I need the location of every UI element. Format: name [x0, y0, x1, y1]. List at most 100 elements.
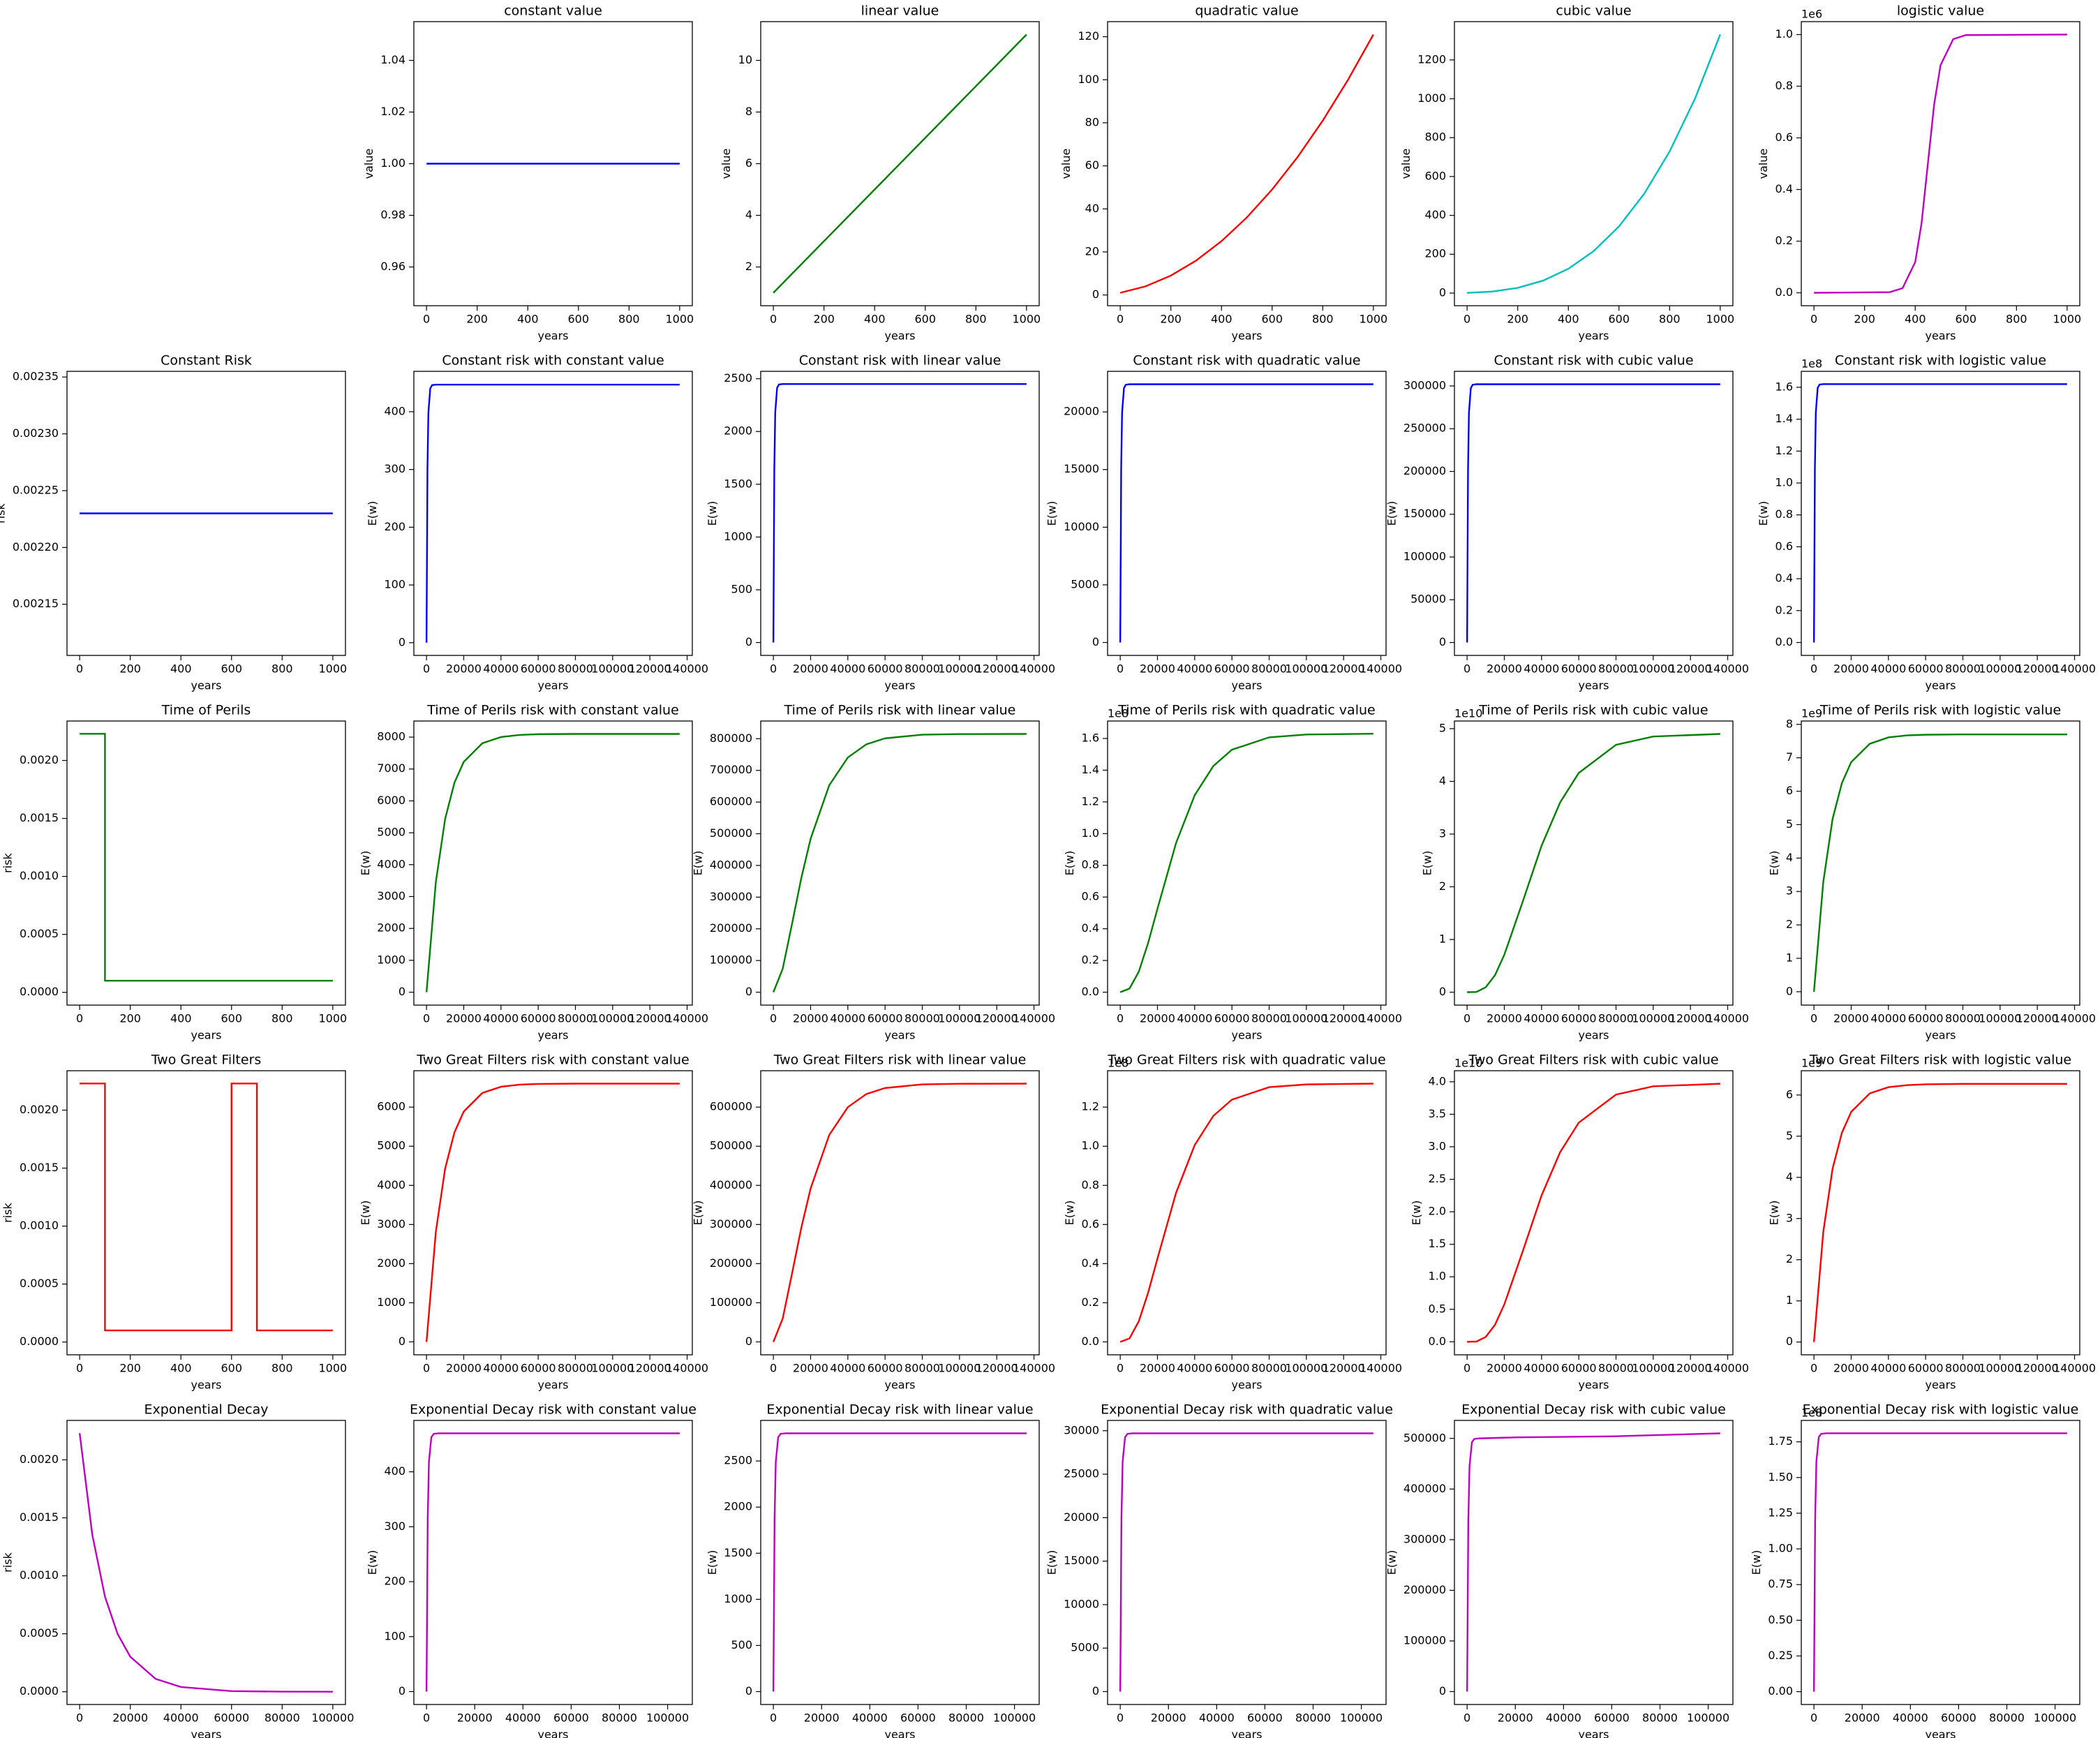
x-tick-label: 120000 — [976, 1362, 1018, 1375]
data-line — [425, 733, 680, 993]
chart-title: Constant risk with logistic value — [1835, 353, 2046, 369]
y-tick-label: 1.0 — [1082, 1139, 1099, 1152]
x-tick-label: 120000 — [629, 1362, 671, 1375]
x-tick-label: 20000 — [446, 1362, 482, 1375]
y-tick-label: 500000 — [710, 1139, 752, 1152]
x-tick-label: 60000 — [1941, 1711, 1976, 1725]
x-axis-label: years — [1578, 1728, 1609, 1738]
y-axis-label: E(w) — [1063, 1201, 1076, 1226]
y-tick-label: 200000 — [710, 921, 752, 935]
y-tick-label: 600000 — [710, 1100, 752, 1113]
axes-frame — [1801, 1420, 2080, 1705]
x-tick-label: 20000 — [1140, 1012, 1175, 1025]
x-tick-label: 120000 — [629, 1012, 671, 1025]
y-tick-label: 50000 — [1410, 593, 1446, 606]
y-axis-label: E(w) — [1063, 851, 1076, 876]
y-axis-label: E(w) — [1385, 501, 1398, 526]
y-tick-label: 3 — [1786, 1211, 1793, 1224]
x-tick-label: 100000 — [938, 662, 981, 676]
y-tick-label: 5000 — [1071, 577, 1099, 591]
x-tick-label: 0 — [1117, 1711, 1124, 1725]
x-axis-label: years — [884, 329, 915, 343]
y-tick-label: 0.4 — [1082, 1256, 1099, 1270]
y-tick-label: 1.0 — [1775, 475, 1793, 489]
y-tick-label: 2.0 — [1429, 1205, 1446, 1218]
y-tick-label: 0.0015 — [20, 1510, 59, 1524]
y-tick-label: 0.0000 — [20, 985, 59, 998]
chart-title: Two Great Filters risk with logistic val… — [1809, 1053, 2071, 1068]
x-tick-label: 600 — [1955, 313, 1976, 326]
x-axis-label: years — [1231, 1029, 1262, 1042]
x-tick-label: 800 — [271, 1362, 293, 1375]
y-tick-label: 0.96 — [380, 260, 405, 273]
x-tick-label: 100000 — [1340, 1711, 1383, 1725]
x-tick-label: 60000 — [867, 662, 903, 676]
y-tick-label: 3000 — [377, 1217, 405, 1231]
x-tick-label: 200 — [466, 313, 488, 326]
y-tick-label: 0.0 — [1082, 985, 1099, 998]
data-line — [772, 1432, 1027, 1692]
x-tick-label: 140000 — [2053, 662, 2096, 676]
x-tick-label: 200 — [1160, 313, 1182, 326]
data-line — [1466, 383, 1720, 643]
x-tick-label: 80000 — [1251, 1362, 1287, 1375]
y-tick-label: 0.0005 — [20, 1626, 59, 1640]
x-tick-label: 20000 — [1151, 1711, 1186, 1725]
y-tick-label: 1000 — [377, 1295, 405, 1309]
x-tick-label: 0 — [423, 313, 430, 326]
y-tick-label: 0.8 — [1082, 858, 1099, 871]
x-tick-label: 80000 — [948, 1711, 984, 1725]
y-tick-label: 0.50 — [1768, 1613, 1793, 1626]
x-tick-label: 60000 — [900, 1711, 936, 1725]
y-tick-label: 2000 — [724, 1500, 752, 1513]
data-line — [1466, 1432, 1720, 1692]
y-tick-label: 0.0010 — [20, 1219, 59, 1232]
y-tick-label: 100000 — [710, 1295, 752, 1309]
y-tick-label: 5 — [1786, 817, 1793, 831]
x-tick-label: 600 — [221, 1362, 242, 1375]
x-tick-label: 140000 — [1360, 1012, 1402, 1025]
x-tick-label: 1000 — [666, 313, 694, 326]
y-tick-label: 300000 — [1403, 378, 1446, 392]
x-tick-label: 100000 — [1285, 1362, 1327, 1375]
x-tick-label: 80000 — [1598, 662, 1634, 676]
y-tick-label: 0.0005 — [20, 927, 59, 940]
x-tick-label: 1000 — [2053, 313, 2082, 326]
axes-frame — [1107, 21, 1387, 306]
chart-title: Constant risk with constant value — [442, 353, 664, 369]
x-tick-label: 200 — [119, 1362, 141, 1375]
x-tick-label: 100000 — [1632, 1012, 1674, 1025]
data-line — [1119, 34, 1374, 294]
y-tick-label: 500000 — [1403, 1431, 1446, 1444]
x-tick-label: 40000 — [1524, 1012, 1559, 1025]
x-tick-label: 800 — [271, 1012, 293, 1025]
axes-frame — [1801, 1070, 2080, 1356]
y-tick-label: 0.4 — [1775, 572, 1793, 585]
y-tick-label: 0.0010 — [20, 869, 59, 882]
y-axis-label: E(w) — [1767, 1201, 1780, 1226]
data-line — [1812, 383, 2067, 643]
x-tick-label: 40000 — [505, 1711, 541, 1725]
y-tick-label: 5 — [1786, 1129, 1793, 1142]
y-offset-label: 1e6 — [1801, 8, 1822, 21]
y-tick-label: 6 — [1786, 784, 1793, 797]
x-tick-label: 800 — [1659, 313, 1681, 326]
y-axis-label: E(w) — [1420, 851, 1433, 876]
x-tick-label: 100000 — [1632, 662, 1674, 676]
x-tick-label: 120000 — [2016, 1362, 2059, 1375]
x-tick-label: 80000 — [904, 662, 940, 676]
x-tick-label: 40000 — [483, 1362, 519, 1375]
data-line — [1467, 1083, 1720, 1343]
y-axis-label: E(w) — [359, 1201, 372, 1226]
y-tick-label: 0 — [1786, 1335, 1793, 1348]
y-tick-label: 100 — [384, 1629, 405, 1642]
data-line — [1467, 733, 1720, 993]
y-tick-label: 8000 — [377, 730, 405, 743]
chart-title: Two Great Filters risk with quadratic va… — [1107, 1053, 1385, 1068]
x-tick-label: 40000 — [830, 662, 865, 676]
x-tick-label: 0 — [1464, 662, 1470, 676]
y-tick-label: 0 — [1439, 1684, 1446, 1698]
x-tick-label: 80000 — [265, 1711, 300, 1725]
x-axis-label: years — [191, 1029, 221, 1042]
x-tick-label: 200 — [119, 662, 141, 676]
